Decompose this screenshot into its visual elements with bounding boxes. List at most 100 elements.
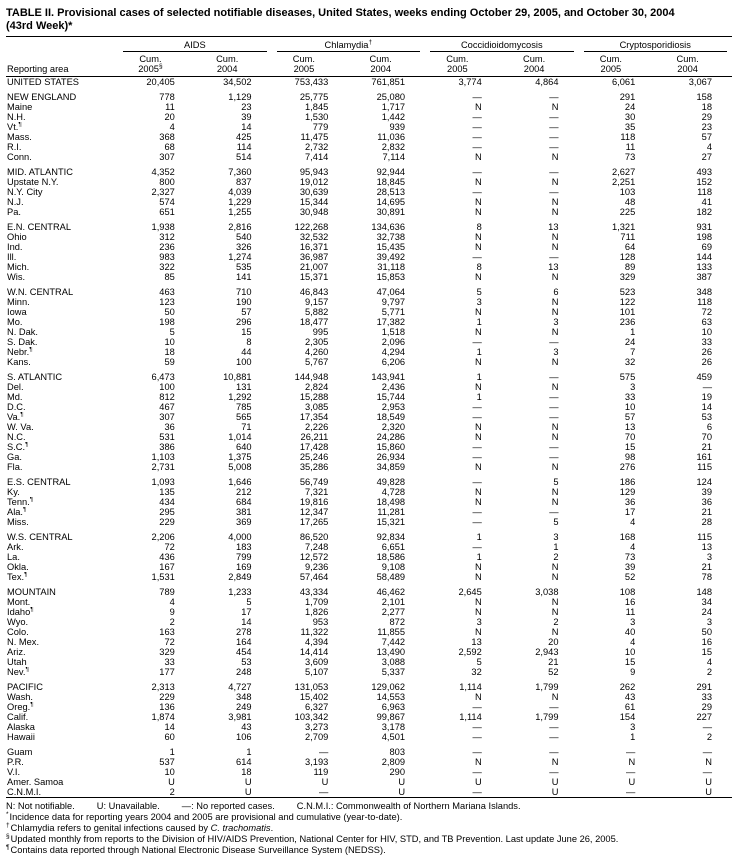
- value-cell: 30: [624, 112, 636, 122]
- value-cell: 18: [241, 767, 252, 777]
- value-cell: 614: [236, 757, 252, 767]
- value-cell: 148: [696, 587, 712, 597]
- table-row: Nev.¶ 177 248 5,107 5,337 32 52 9 2: [6, 667, 732, 677]
- value-cell: 1,093: [151, 477, 175, 487]
- reporting-area-cell: Ohio: [7, 232, 27, 242]
- value-cell: 11,855: [377, 627, 406, 637]
- table-row: Iowa 50 57 5,882 5,771 N N 101 72: [6, 307, 732, 317]
- value-cell: 537: [159, 757, 175, 767]
- value-cell: 812: [159, 392, 175, 402]
- value-cell: —: [472, 517, 482, 527]
- value-cell: 10,881: [223, 372, 252, 382]
- value-cell: 2,849: [228, 572, 252, 582]
- value-cell: 3: [630, 382, 636, 392]
- value-cell: 3: [706, 552, 712, 562]
- value-cell: 29: [701, 112, 712, 122]
- reporting-area-cell: R.I.: [7, 142, 22, 152]
- table-row: Ky. 135 212 7,321 4,728 N N 129 39: [6, 487, 732, 497]
- value-cell: 1,014: [228, 432, 252, 442]
- reporting-area-cell: N.H.: [7, 112, 26, 122]
- value-cell: 34,502: [223, 77, 252, 87]
- value-cell: 2,206: [151, 532, 175, 542]
- value-cell: 229: [159, 517, 175, 527]
- value-cell: 11,475: [300, 132, 329, 142]
- reporting-area-cell: Wis.: [7, 272, 26, 282]
- value-cell: 14,414: [299, 647, 329, 657]
- value-cell: 95,943: [299, 167, 329, 177]
- value-cell: 186: [619, 477, 636, 487]
- value-cell: 329: [619, 272, 636, 282]
- table-title-line2: (43rd Week)*: [6, 20, 73, 32]
- value-cell: 5,107: [305, 667, 329, 677]
- value-cell: 575: [619, 372, 636, 382]
- value-cell: 540: [236, 232, 252, 242]
- value-cell: 33: [624, 392, 636, 402]
- value-cell: 158: [696, 92, 712, 102]
- reporting-area-cell: MID. ATLANTIC: [7, 167, 73, 177]
- area-footnote-marker: ¶: [25, 442, 29, 448]
- value-cell: 2,953: [381, 402, 406, 412]
- table-row: W.S. CENTRAL 2,206 4,000 86,520 92,834 1 3 168 1…: [6, 532, 732, 542]
- reporting-area-cell: Minn.: [7, 297, 30, 307]
- value-cell: 108: [619, 587, 636, 597]
- value-cell: 4,727: [228, 682, 252, 692]
- value-cell: 33: [164, 657, 175, 667]
- value-cell: —: [472, 337, 482, 347]
- value-cell: 143,941: [371, 372, 406, 382]
- table-header: Reporting area AIDS Chlamydia† Coccidioi…: [6, 37, 732, 77]
- value-cell: N: [475, 572, 482, 582]
- table-row: Kans. 59 100 5,767 6,206 N N 32 26: [6, 357, 732, 367]
- value-cell: 34: [701, 597, 712, 607]
- reporting-area-cell: Ala.¶: [7, 507, 27, 517]
- value-cell: N: [551, 462, 559, 472]
- value-cell: 7,442: [381, 637, 406, 647]
- value-cell: N: [551, 152, 559, 162]
- value-cell: 21: [701, 507, 712, 517]
- value-cell: —: [549, 722, 559, 732]
- value-cell: 28: [701, 517, 712, 527]
- value-cell: 40: [624, 627, 636, 637]
- value-cell: 10: [624, 402, 636, 412]
- value-cell: 4,294: [381, 347, 406, 357]
- reporting-area-cell: La.: [7, 552, 20, 562]
- reporting-area-cell: Wash.: [7, 692, 34, 702]
- value-cell: —: [318, 787, 329, 797]
- value-cell: 72: [701, 307, 712, 317]
- value-cell: 535: [236, 262, 252, 272]
- value-cell: N: [475, 327, 482, 337]
- value-cell: N: [475, 432, 482, 442]
- value-cell: 24: [624, 337, 636, 347]
- value-cell: 2,731: [151, 462, 175, 472]
- value-cell: 20: [164, 112, 175, 122]
- table-row: Va.¶ 307 565 17,354 18,549 — — 57 53: [6, 412, 732, 422]
- group-label: Chlamydia: [324, 40, 369, 50]
- value-cell: —: [472, 122, 482, 132]
- value-cell: —: [472, 702, 482, 712]
- table-title: TABLE II. Provisional cases of selected …: [6, 7, 732, 33]
- value-cell: 115: [697, 462, 712, 472]
- value-cell: 1: [476, 532, 482, 542]
- value-cell: 381: [236, 507, 252, 517]
- value-cell: —: [549, 187, 559, 197]
- value-cell: —: [625, 767, 636, 777]
- value-cell: 26: [701, 357, 712, 367]
- area-footnote-marker: ¶: [18, 122, 22, 128]
- value-cell: 13: [548, 262, 559, 272]
- table-row: P.R. 537 614 3,193 2,809 N N N N: [6, 757, 732, 767]
- value-cell: 24: [624, 102, 636, 112]
- value-cell: 1,530: [305, 112, 329, 122]
- table-row: Nebr.¶ 18 44 4,260 4,294 1 3 7 26: [6, 347, 732, 357]
- value-cell: 57,464: [299, 572, 329, 582]
- footnotes: N: Not notifiable. U: Unavailable. —: No r…: [6, 801, 732, 856]
- value-cell: —: [472, 187, 482, 197]
- value-cell: 1,518: [381, 327, 406, 337]
- value-cell: 3: [553, 317, 559, 327]
- value-cell: 6: [706, 422, 712, 432]
- table-row: PACIFIC 2,313 4,727 131,053 129,062 1,114 1,79…: [6, 682, 732, 692]
- value-cell: 198: [696, 232, 712, 242]
- value-cell: 2,096: [381, 337, 406, 347]
- reporting-area-cell: Va.¶: [7, 412, 24, 422]
- value-cell: N: [551, 562, 559, 572]
- value-cell: 939: [389, 122, 406, 132]
- value-cell: 5,337: [381, 667, 406, 677]
